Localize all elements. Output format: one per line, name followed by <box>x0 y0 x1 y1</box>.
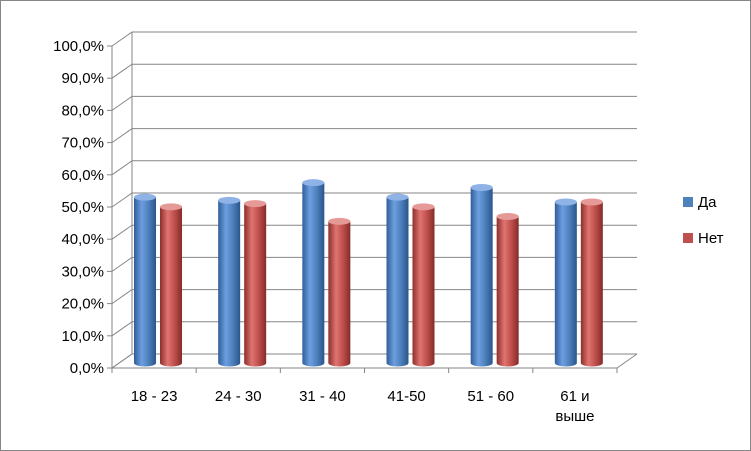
gridline <box>111 353 637 369</box>
bar-top <box>470 184 493 192</box>
bar-body <box>580 202 603 367</box>
bar-Да-18 - 23 <box>134 193 156 367</box>
bar-top <box>218 196 241 204</box>
bar-top <box>386 193 409 201</box>
bar-body <box>386 197 409 367</box>
grid-layer <box>111 31 638 369</box>
legend-label: Да <box>698 194 717 211</box>
bar-body <box>496 216 519 367</box>
y-tick-label: 30,0% <box>61 263 104 280</box>
y-tick-label: 0,0% <box>70 360 104 377</box>
gridline <box>111 192 637 208</box>
y-tick-label: 90,0% <box>61 70 104 87</box>
gridline <box>111 224 637 240</box>
bar-body <box>302 182 325 367</box>
gridline <box>111 160 637 176</box>
y-tick-label: 50,0% <box>61 199 104 216</box>
legend-label: Нет <box>698 230 724 247</box>
gridline <box>111 128 637 144</box>
bar-body <box>412 206 435 367</box>
bar-body <box>244 203 267 367</box>
bars <box>134 179 603 367</box>
gridline <box>111 289 637 305</box>
legend-swatch-Нет <box>683 233 693 243</box>
x-tick-label: 41-50 <box>387 388 425 405</box>
bar-Нет-41-50 <box>412 203 435 367</box>
bar-body <box>470 187 493 367</box>
gridline <box>111 63 637 79</box>
bar-top <box>302 179 325 187</box>
bar-body <box>134 197 156 367</box>
bar-body <box>218 200 241 367</box>
x-tick-label: 51 - 60 <box>467 388 514 405</box>
gridline <box>111 95 637 111</box>
bar-body <box>554 202 577 367</box>
x-tick-label: 61 и <box>560 388 589 405</box>
y-tick-label: 100,0% <box>53 38 104 55</box>
bar-Да-31 - 40 <box>302 179 325 367</box>
y-tick-label: 40,0% <box>61 231 104 248</box>
x-tick-label: 18 - 23 <box>131 388 178 405</box>
gridline <box>111 31 637 47</box>
bar-Нет-61 и выше <box>580 198 603 367</box>
y-tick-label: 10,0% <box>61 328 104 345</box>
bar-Да-41-50 <box>386 193 409 367</box>
bar-body <box>160 206 182 367</box>
bar-Нет-51 - 60 <box>496 212 519 367</box>
y-tick-labels: 0,0% 10,0% 20,0% 30,0% 40,0% 50,0% 60,0% 70,0% 8… <box>53 38 618 377</box>
x-tick-label: выше <box>555 408 594 425</box>
bar-Да-51 - 60 <box>470 184 493 367</box>
y-tick-label: 60,0% <box>61 167 104 184</box>
bar-top <box>134 193 156 201</box>
bar-Нет-31 - 40 <box>328 217 351 367</box>
x-tick-label: 24 - 30 <box>215 388 262 405</box>
floor-right-edge <box>616 353 638 369</box>
bar-Нет-24 - 30 <box>244 200 267 367</box>
x-tick-labels: 18 - 23 24 - 30 31 - 40 41-50 51 - 60 61 и выш… <box>131 388 595 425</box>
bar-Нет-18 - 23 <box>160 203 182 367</box>
y-tick-label: 70,0% <box>61 135 104 152</box>
bar-top <box>412 203 435 211</box>
bar-top <box>160 203 182 211</box>
bar-top <box>328 217 351 225</box>
gridline <box>111 321 637 337</box>
legend: Да Нет <box>683 194 724 247</box>
y-tick-label: 20,0% <box>61 296 104 313</box>
bar-top <box>244 200 267 208</box>
y-tick-label: 80,0% <box>61 102 104 119</box>
legend-swatch-Да <box>683 197 693 207</box>
bar-Да-61 и выше <box>554 198 577 367</box>
bar-Да-24 - 30 <box>218 196 241 367</box>
x-tick-label: 31 - 40 <box>299 388 346 405</box>
bar-top <box>580 198 603 206</box>
gridline <box>111 256 637 272</box>
bar-top <box>554 198 577 206</box>
bar-body <box>328 221 351 367</box>
bar-top <box>496 212 519 220</box>
